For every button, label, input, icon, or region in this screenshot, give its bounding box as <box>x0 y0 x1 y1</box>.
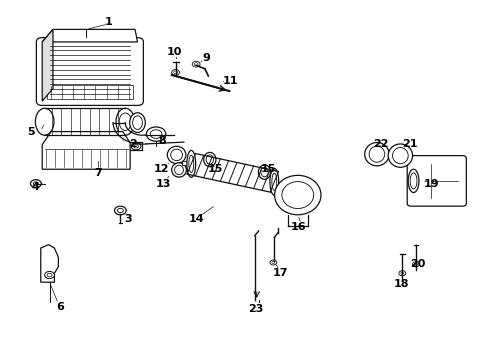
Ellipse shape <box>130 113 146 132</box>
Text: 16: 16 <box>291 222 307 231</box>
FancyBboxPatch shape <box>36 38 144 105</box>
Text: 7: 7 <box>95 168 102 178</box>
Circle shape <box>401 272 404 274</box>
Text: 3: 3 <box>124 215 131 224</box>
Ellipse shape <box>133 116 143 130</box>
Text: 18: 18 <box>393 279 409 289</box>
Ellipse shape <box>171 149 182 161</box>
Circle shape <box>192 61 200 67</box>
Circle shape <box>45 271 54 279</box>
Text: 22: 22 <box>373 139 389 149</box>
Ellipse shape <box>274 175 321 215</box>
Text: 17: 17 <box>272 268 288 278</box>
Circle shape <box>272 261 275 264</box>
Ellipse shape <box>282 181 314 208</box>
Text: 19: 19 <box>424 179 440 189</box>
Ellipse shape <box>35 108 54 135</box>
Text: 13: 13 <box>155 179 171 189</box>
Polygon shape <box>42 132 130 169</box>
Circle shape <box>270 260 277 265</box>
Text: 10: 10 <box>167 46 182 57</box>
Ellipse shape <box>116 108 135 135</box>
Text: 15: 15 <box>208 164 223 174</box>
Ellipse shape <box>261 167 268 177</box>
Ellipse shape <box>388 144 413 167</box>
Circle shape <box>131 143 141 150</box>
Ellipse shape <box>272 173 277 190</box>
Ellipse shape <box>206 155 214 164</box>
Circle shape <box>415 263 417 265</box>
Ellipse shape <box>167 146 186 163</box>
Circle shape <box>399 271 406 276</box>
Text: 20: 20 <box>410 259 426 269</box>
Text: 2: 2 <box>129 139 137 149</box>
FancyBboxPatch shape <box>407 156 466 206</box>
Ellipse shape <box>408 169 419 193</box>
Circle shape <box>173 71 177 74</box>
Text: 15: 15 <box>261 164 276 174</box>
Ellipse shape <box>172 163 186 177</box>
Text: 14: 14 <box>188 215 204 224</box>
Ellipse shape <box>119 113 131 130</box>
Ellipse shape <box>204 152 216 167</box>
Ellipse shape <box>410 173 417 189</box>
Ellipse shape <box>174 165 183 175</box>
Circle shape <box>172 69 179 75</box>
Ellipse shape <box>187 150 196 177</box>
Circle shape <box>74 134 111 161</box>
Ellipse shape <box>258 165 270 179</box>
Circle shape <box>118 208 123 213</box>
Circle shape <box>33 182 38 185</box>
Circle shape <box>92 138 120 158</box>
Bar <box>47 85 133 99</box>
Circle shape <box>150 130 162 138</box>
Circle shape <box>30 180 41 188</box>
Circle shape <box>80 139 105 157</box>
Text: 11: 11 <box>222 76 238 86</box>
Text: 23: 23 <box>248 304 264 314</box>
Ellipse shape <box>270 168 279 195</box>
Polygon shape <box>41 244 58 282</box>
Polygon shape <box>182 161 189 165</box>
Text: 8: 8 <box>158 136 166 145</box>
Text: 5: 5 <box>27 127 35 136</box>
Ellipse shape <box>189 155 194 172</box>
Text: 21: 21 <box>402 139 418 149</box>
Ellipse shape <box>369 146 385 162</box>
Polygon shape <box>42 30 53 101</box>
Circle shape <box>194 63 198 66</box>
Polygon shape <box>42 30 138 42</box>
Circle shape <box>134 144 139 148</box>
Text: 9: 9 <box>202 53 210 63</box>
Text: 1: 1 <box>104 17 112 27</box>
Circle shape <box>47 273 52 277</box>
Circle shape <box>147 127 166 141</box>
Ellipse shape <box>365 143 389 166</box>
Ellipse shape <box>392 148 408 164</box>
Circle shape <box>115 206 126 215</box>
Circle shape <box>413 262 419 267</box>
Circle shape <box>97 141 115 154</box>
Text: 12: 12 <box>154 164 170 174</box>
Text: 4: 4 <box>32 182 40 192</box>
Text: 6: 6 <box>56 302 64 312</box>
